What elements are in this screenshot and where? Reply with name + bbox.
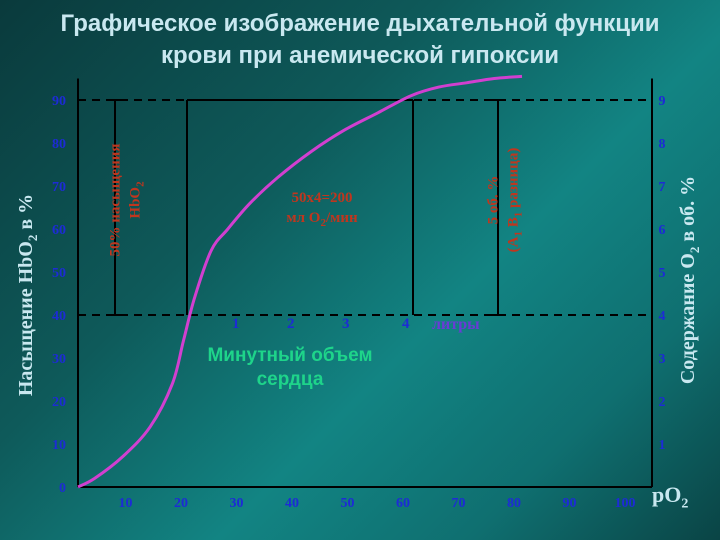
- minute-volume-label: Минутный объем сердца: [207, 345, 373, 390]
- y-tick-right-8: 8: [659, 137, 666, 152]
- y-tick-left-10: 10: [52, 438, 66, 453]
- x-tick-90: 90: [563, 496, 577, 511]
- y-axis-right-label: Содержание O2 в об. %: [677, 175, 702, 385]
- x-axis-label: pO2: [652, 482, 689, 512]
- title-line-2: крови при анемической гипоксии: [160, 42, 559, 69]
- av-difference-annotation: 5 об. % (A1 B1 разница): [485, 147, 525, 253]
- curve-line: [77, 74, 523, 489]
- x-tick-60: 60: [396, 496, 410, 511]
- x-tick-70: 70: [452, 496, 466, 511]
- x-tick-50: 50: [341, 496, 355, 511]
- y-tick-right-4: 4: [659, 309, 666, 324]
- x-tick-20: 20: [174, 496, 188, 511]
- y-tick-left-60: 60: [52, 223, 66, 238]
- y-tick-right-7: 7: [659, 180, 666, 195]
- chart-axes: [77, 78, 653, 488]
- oxygen-delivery-annotation: 50х4=200 мл O2/мин: [286, 190, 358, 229]
- x-tick-30: 30: [230, 496, 244, 511]
- liters-unit-label: литры: [432, 316, 480, 333]
- y-tick-left-30: 30: [52, 352, 66, 367]
- y-tick-right-1: 1: [659, 438, 666, 453]
- y-tick-right-6: 6: [659, 223, 666, 238]
- tick-labels: 0 10 20 30 40 50 60 70 80 90 10 20 30 40 50 60 70 80 90 100…: [52, 94, 666, 511]
- y-tick-right-5: 5: [659, 266, 666, 281]
- y-tick-left-40: 40: [52, 309, 66, 324]
- y-tick-left-50: 50: [52, 266, 66, 281]
- page-title: Графическое изображение дыхательной функ…: [0, 8, 720, 72]
- liters-tick-1: 1: [232, 316, 240, 332]
- x-tick-40: 40: [285, 496, 299, 511]
- y-tick-left-70: 70: [52, 180, 66, 195]
- minute-volume-box: [108, 99, 505, 316]
- y-tick-right-9: 9: [659, 94, 666, 109]
- y-tick-right-3: 3: [659, 352, 666, 367]
- y-tick-left-20: 20: [52, 395, 66, 410]
- liters-tick-4: 4: [402, 316, 410, 332]
- x-tick-100: 100: [615, 496, 636, 511]
- title-line-1: Графическое изображение дыхательной функ…: [60, 10, 660, 37]
- y-axis-left-label: Насыщение HbO2 в %: [15, 193, 40, 397]
- y-tick-left-0: 0: [59, 481, 66, 496]
- liters-tick-2: 2: [287, 316, 295, 332]
- y-tick-left-80: 80: [52, 137, 66, 152]
- y-tick-left-90: 90: [52, 94, 66, 109]
- x-tick-10: 10: [119, 496, 133, 511]
- liters-tick-3: 3: [342, 316, 350, 332]
- saturation-annotation: 50% насыщения HbO2: [107, 143, 147, 257]
- x-tick-80: 80: [507, 496, 521, 511]
- y-tick-right-2: 2: [659, 395, 666, 410]
- dissociation-curve: [77, 74, 523, 489]
